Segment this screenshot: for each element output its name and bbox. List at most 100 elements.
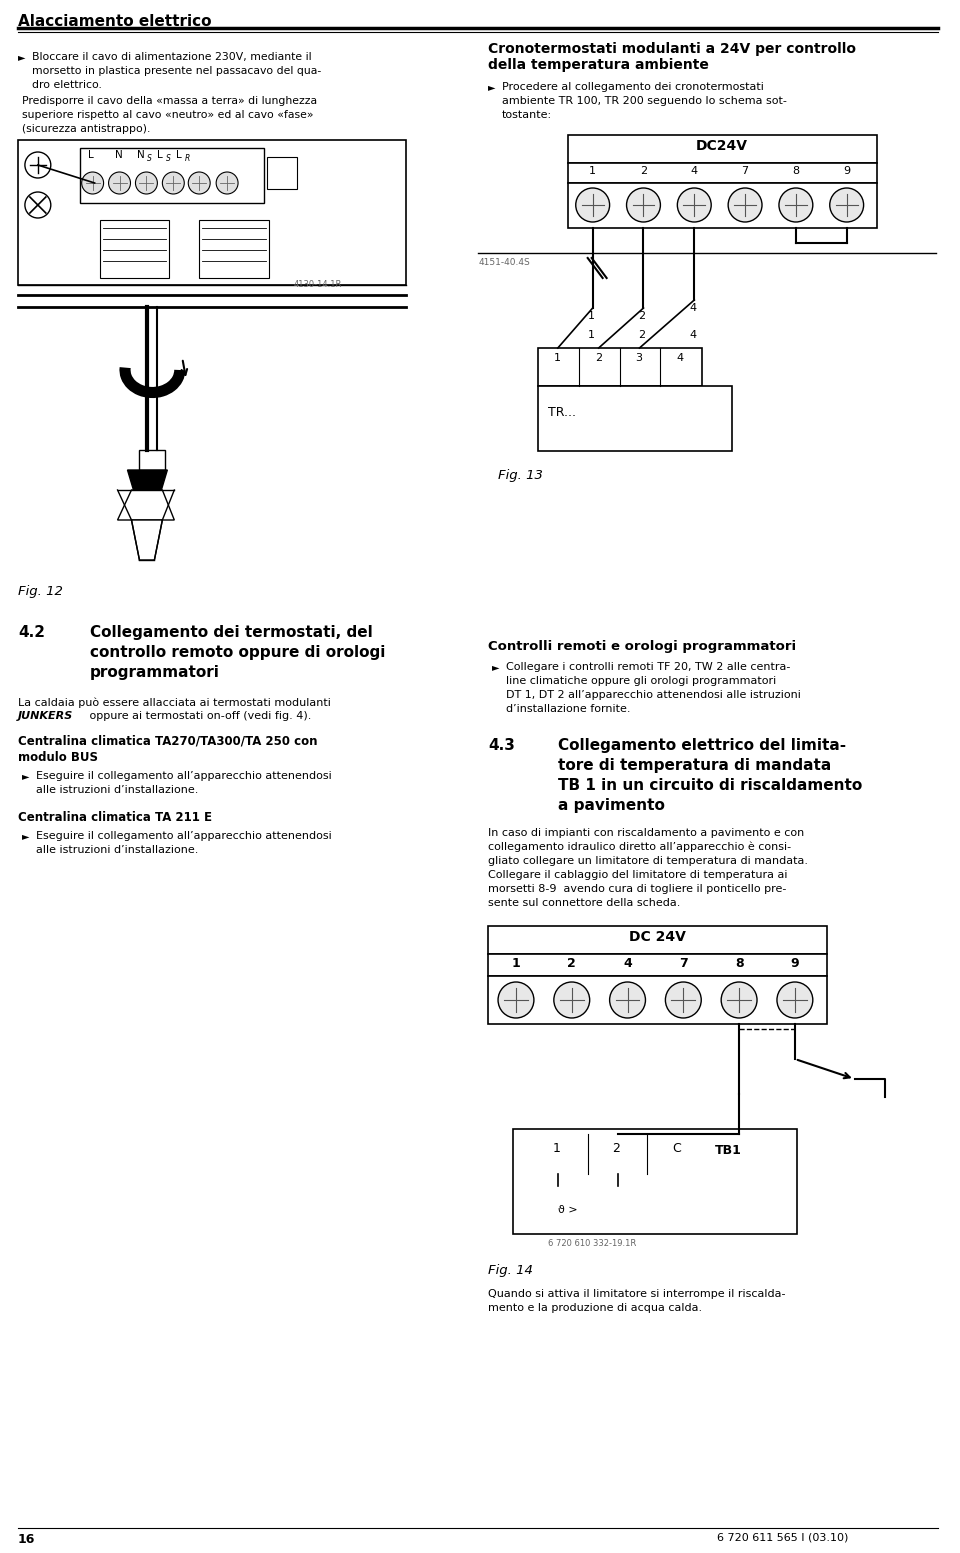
Bar xyxy=(139,450,165,471)
Text: (sicurezza antistrappo).: (sicurezza antistrappo). xyxy=(22,124,151,134)
Text: 4151-40.4S: 4151-40.4S xyxy=(478,258,530,267)
Text: ϑ >: ϑ > xyxy=(558,1205,577,1214)
Text: Cronotermostati modulanti a 24V per controllo: Cronotermostati modulanti a 24V per cont… xyxy=(488,42,856,56)
Circle shape xyxy=(721,981,757,1019)
Text: L: L xyxy=(157,151,163,160)
Text: S: S xyxy=(166,154,171,163)
Polygon shape xyxy=(117,491,175,520)
Text: 4: 4 xyxy=(689,329,696,340)
Text: 16: 16 xyxy=(18,1533,36,1545)
Text: 2: 2 xyxy=(612,1141,620,1155)
Text: Collegare il cablaggio del limitatore di temperatura ai: Collegare il cablaggio del limitatore di… xyxy=(488,870,787,881)
Text: 6 720 610 332-19.1R: 6 720 610 332-19.1R xyxy=(548,1239,636,1249)
Text: della temperatura ambiente: della temperatura ambiente xyxy=(488,57,709,71)
Text: superiore rispetto al cavo «neutro» ed al cavo «fase»: superiore rispetto al cavo «neutro» ed a… xyxy=(22,110,313,120)
Text: C: C xyxy=(672,1141,681,1155)
Text: 1: 1 xyxy=(554,353,561,363)
Text: ►: ► xyxy=(22,831,30,842)
Text: 4.3: 4.3 xyxy=(488,738,515,753)
Bar xyxy=(488,954,827,975)
Text: 4: 4 xyxy=(677,353,684,363)
Bar xyxy=(567,163,876,183)
Bar xyxy=(267,157,297,189)
Circle shape xyxy=(665,981,701,1019)
Text: 1: 1 xyxy=(588,311,594,321)
Text: TB1: TB1 xyxy=(715,1145,742,1157)
Text: mento e la produzione di acqua calda.: mento e la produzione di acqua calda. xyxy=(488,1303,702,1312)
Text: Collegamento dei termostati, del: Collegamento dei termostati, del xyxy=(89,624,372,640)
Text: N: N xyxy=(137,151,145,160)
Text: Centralina climatica TA270/TA300/TA 250 con: Centralina climatica TA270/TA300/TA 250 … xyxy=(18,735,318,749)
Text: Predisporre il cavo della «massa a terra» di lunghezza: Predisporre il cavo della «massa a terra… xyxy=(22,96,317,106)
Text: 9: 9 xyxy=(791,957,799,971)
Text: Collegare i controlli remoti TF 20, TW 2 alle centra-: Collegare i controlli remoti TF 20, TW 2… xyxy=(506,662,790,672)
Bar xyxy=(100,221,169,278)
Circle shape xyxy=(678,188,711,222)
Text: gliato collegare un limitatore di temperatura di mandata.: gliato collegare un limitatore di temper… xyxy=(488,856,808,867)
Text: In caso di impianti con riscaldamento a pavimento e con: In caso di impianti con riscaldamento a … xyxy=(488,828,804,839)
Bar xyxy=(567,135,876,163)
Bar xyxy=(528,1134,708,1174)
Text: a pavimento: a pavimento xyxy=(558,798,664,814)
Text: collegamento idraulico diretto all’apparecchio è consi-: collegamento idraulico diretto all’appar… xyxy=(488,842,791,853)
Text: 4130-14.1R: 4130-14.1R xyxy=(294,280,342,289)
Circle shape xyxy=(576,188,610,222)
Text: 7: 7 xyxy=(741,166,749,175)
Text: Quando si attiva il limitatore si interrompe il riscalda-: Quando si attiva il limitatore si interr… xyxy=(488,1289,785,1298)
Text: N: N xyxy=(114,151,122,160)
Text: ambiente TR 100, TR 200 seguendo lo schema sot-: ambiente TR 100, TR 200 seguendo lo sche… xyxy=(502,96,787,106)
Text: d’installazione fornite.: d’installazione fornite. xyxy=(506,704,631,714)
Text: R: R xyxy=(185,154,190,163)
Circle shape xyxy=(25,193,51,217)
Polygon shape xyxy=(128,471,167,491)
Text: controllo remoto oppure di orologi: controllo remoto oppure di orologi xyxy=(89,644,385,660)
Text: Procedere al collegamento dei cronotermostati: Procedere al collegamento dei cronotermo… xyxy=(502,82,764,92)
Text: DC24V: DC24V xyxy=(696,140,748,154)
Text: 4: 4 xyxy=(623,957,632,971)
Text: Controlli remoti e orologi programmatori: Controlli remoti e orologi programmatori xyxy=(488,640,796,652)
Text: tore di temperatura di mandata: tore di temperatura di mandata xyxy=(558,758,831,773)
Bar xyxy=(567,183,876,228)
Text: Bloccare il cavo di alimentazione 230V, mediante il: Bloccare il cavo di alimentazione 230V, … xyxy=(32,51,311,62)
Bar xyxy=(538,387,732,450)
Circle shape xyxy=(25,152,51,179)
Text: modulo BUS: modulo BUS xyxy=(18,752,98,764)
Text: Alacciamento elettrico: Alacciamento elettrico xyxy=(18,14,211,30)
Bar xyxy=(80,148,264,203)
Text: 8: 8 xyxy=(792,166,800,175)
Text: Fig. 12: Fig. 12 xyxy=(18,585,62,598)
Text: 9: 9 xyxy=(843,166,851,175)
Text: JUNKERS: JUNKERS xyxy=(18,711,73,721)
Text: Centralina climatica TA 211 E: Centralina climatica TA 211 E xyxy=(18,811,212,825)
Text: 2: 2 xyxy=(638,311,646,321)
Text: 2: 2 xyxy=(640,166,647,175)
Text: tostante:: tostante: xyxy=(502,110,552,120)
Circle shape xyxy=(135,172,157,194)
Text: DC 24V: DC 24V xyxy=(629,930,685,944)
Text: Eseguire il collegamento all’apparecchio attenendosi: Eseguire il collegamento all’apparecchio… xyxy=(36,831,331,842)
Text: morsetti 8-9  avendo cura di togliere il ponticello pre-: morsetti 8-9 avendo cura di togliere il … xyxy=(488,884,786,895)
Text: ►: ► xyxy=(492,662,499,672)
Text: 2: 2 xyxy=(638,329,646,340)
Circle shape xyxy=(554,981,589,1019)
Circle shape xyxy=(162,172,184,194)
Circle shape xyxy=(610,981,645,1019)
Text: sente sul connettore della scheda.: sente sul connettore della scheda. xyxy=(488,898,681,909)
Text: 4.2: 4.2 xyxy=(18,624,45,640)
Text: 1: 1 xyxy=(512,957,520,971)
Text: 4: 4 xyxy=(689,303,696,314)
Circle shape xyxy=(613,1185,621,1193)
Text: alle istruzioni d’installazione.: alle istruzioni d’installazione. xyxy=(36,784,198,795)
Bar xyxy=(538,348,703,387)
Circle shape xyxy=(728,188,762,222)
Bar xyxy=(488,975,827,1023)
Text: 1: 1 xyxy=(588,329,594,340)
Circle shape xyxy=(108,172,131,194)
Text: TB 1 in un circuito di riscaldamento: TB 1 in un circuito di riscaldamento xyxy=(558,778,862,794)
Text: Eseguire il collegamento all’apparecchio attenendosi: Eseguire il collegamento all’apparecchio… xyxy=(36,770,331,781)
Text: L: L xyxy=(177,151,182,160)
Text: 6 720 611 565 I (03.10): 6 720 611 565 I (03.10) xyxy=(717,1533,849,1544)
Circle shape xyxy=(554,1185,562,1193)
Text: dro elettrico.: dro elettrico. xyxy=(32,81,102,90)
Text: oppure ai termostati on-off (vedi fig. 4).: oppure ai termostati on-off (vedi fig. 4… xyxy=(85,711,311,721)
